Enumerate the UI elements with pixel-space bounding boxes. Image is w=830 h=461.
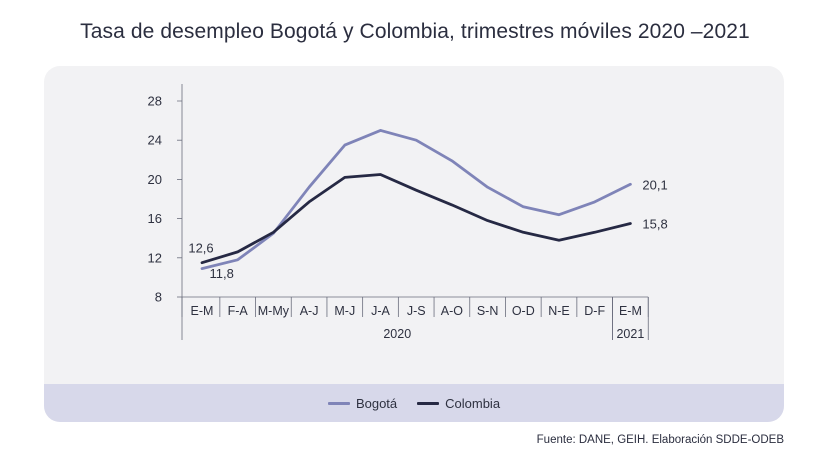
series-line-bogot [200, 129, 632, 270]
x-tick-label: M-J [334, 304, 355, 318]
x-tick-label: O-D [512, 304, 535, 318]
legend-label: Bogotá [355, 395, 398, 411]
legend-item-bogot: Bogotá [327, 395, 398, 411]
y-tick-label: 16 [148, 211, 162, 226]
x-tick-label: E-M [191, 304, 214, 318]
y-tick-label: 12 [148, 250, 162, 265]
x-tick-label: J-A [371, 304, 390, 318]
x-tick-label: A-J [300, 304, 319, 318]
data-label: 15,8 [642, 217, 667, 232]
source-note: Fuente: DANE, GEIH. Elaboración SDDE-ODE… [536, 434, 784, 446]
line-chart: 8 12 16 20 24 28 E-M F-A M-My A-J M-J J-A J-S A-O S-N O… [148, 84, 668, 341]
chart-title: Tasa de desempleo Bogotá y Colombia, tri… [80, 20, 750, 43]
y-tick-label: 8 [155, 290, 162, 305]
legend: Bogotá Colombia [44, 384, 784, 422]
x-tick-label: N-E [548, 304, 570, 318]
legend-item-colombia: Colombia [417, 396, 500, 411]
x-tick-label: A-O [441, 304, 464, 318]
y-tick-label: 24 [148, 133, 162, 148]
legend-label: Colombia [445, 395, 501, 411]
x-tick-label: F-A [228, 304, 249, 318]
series-line-colombia [200, 173, 632, 265]
data-label: 11,8 [210, 266, 234, 281]
legend-swatch [417, 401, 440, 405]
x-tick-label: S-N [477, 304, 499, 318]
x-year-label: 2021 [616, 327, 644, 341]
data-label: 12,6 [188, 241, 213, 256]
legend-swatch [327, 401, 350, 405]
x-tick-label: E-M [619, 304, 642, 318]
x-tick-label: J-S [407, 304, 426, 318]
x-tick-label: M-My [258, 304, 290, 318]
x-tick-label: D-F [584, 304, 605, 318]
y-tick-label: 20 [148, 172, 162, 187]
chart-card: 8 12 16 20 24 28 E-M F-A M-My A-J M-J J-A J-S A-O S-N O… [44, 66, 784, 422]
x-year-label: 2020 [383, 327, 411, 341]
legend-band: Bogotá Colombia [44, 384, 784, 422]
y-tick-label: 28 [148, 94, 162, 109]
data-label: 20,1 [642, 177, 667, 192]
